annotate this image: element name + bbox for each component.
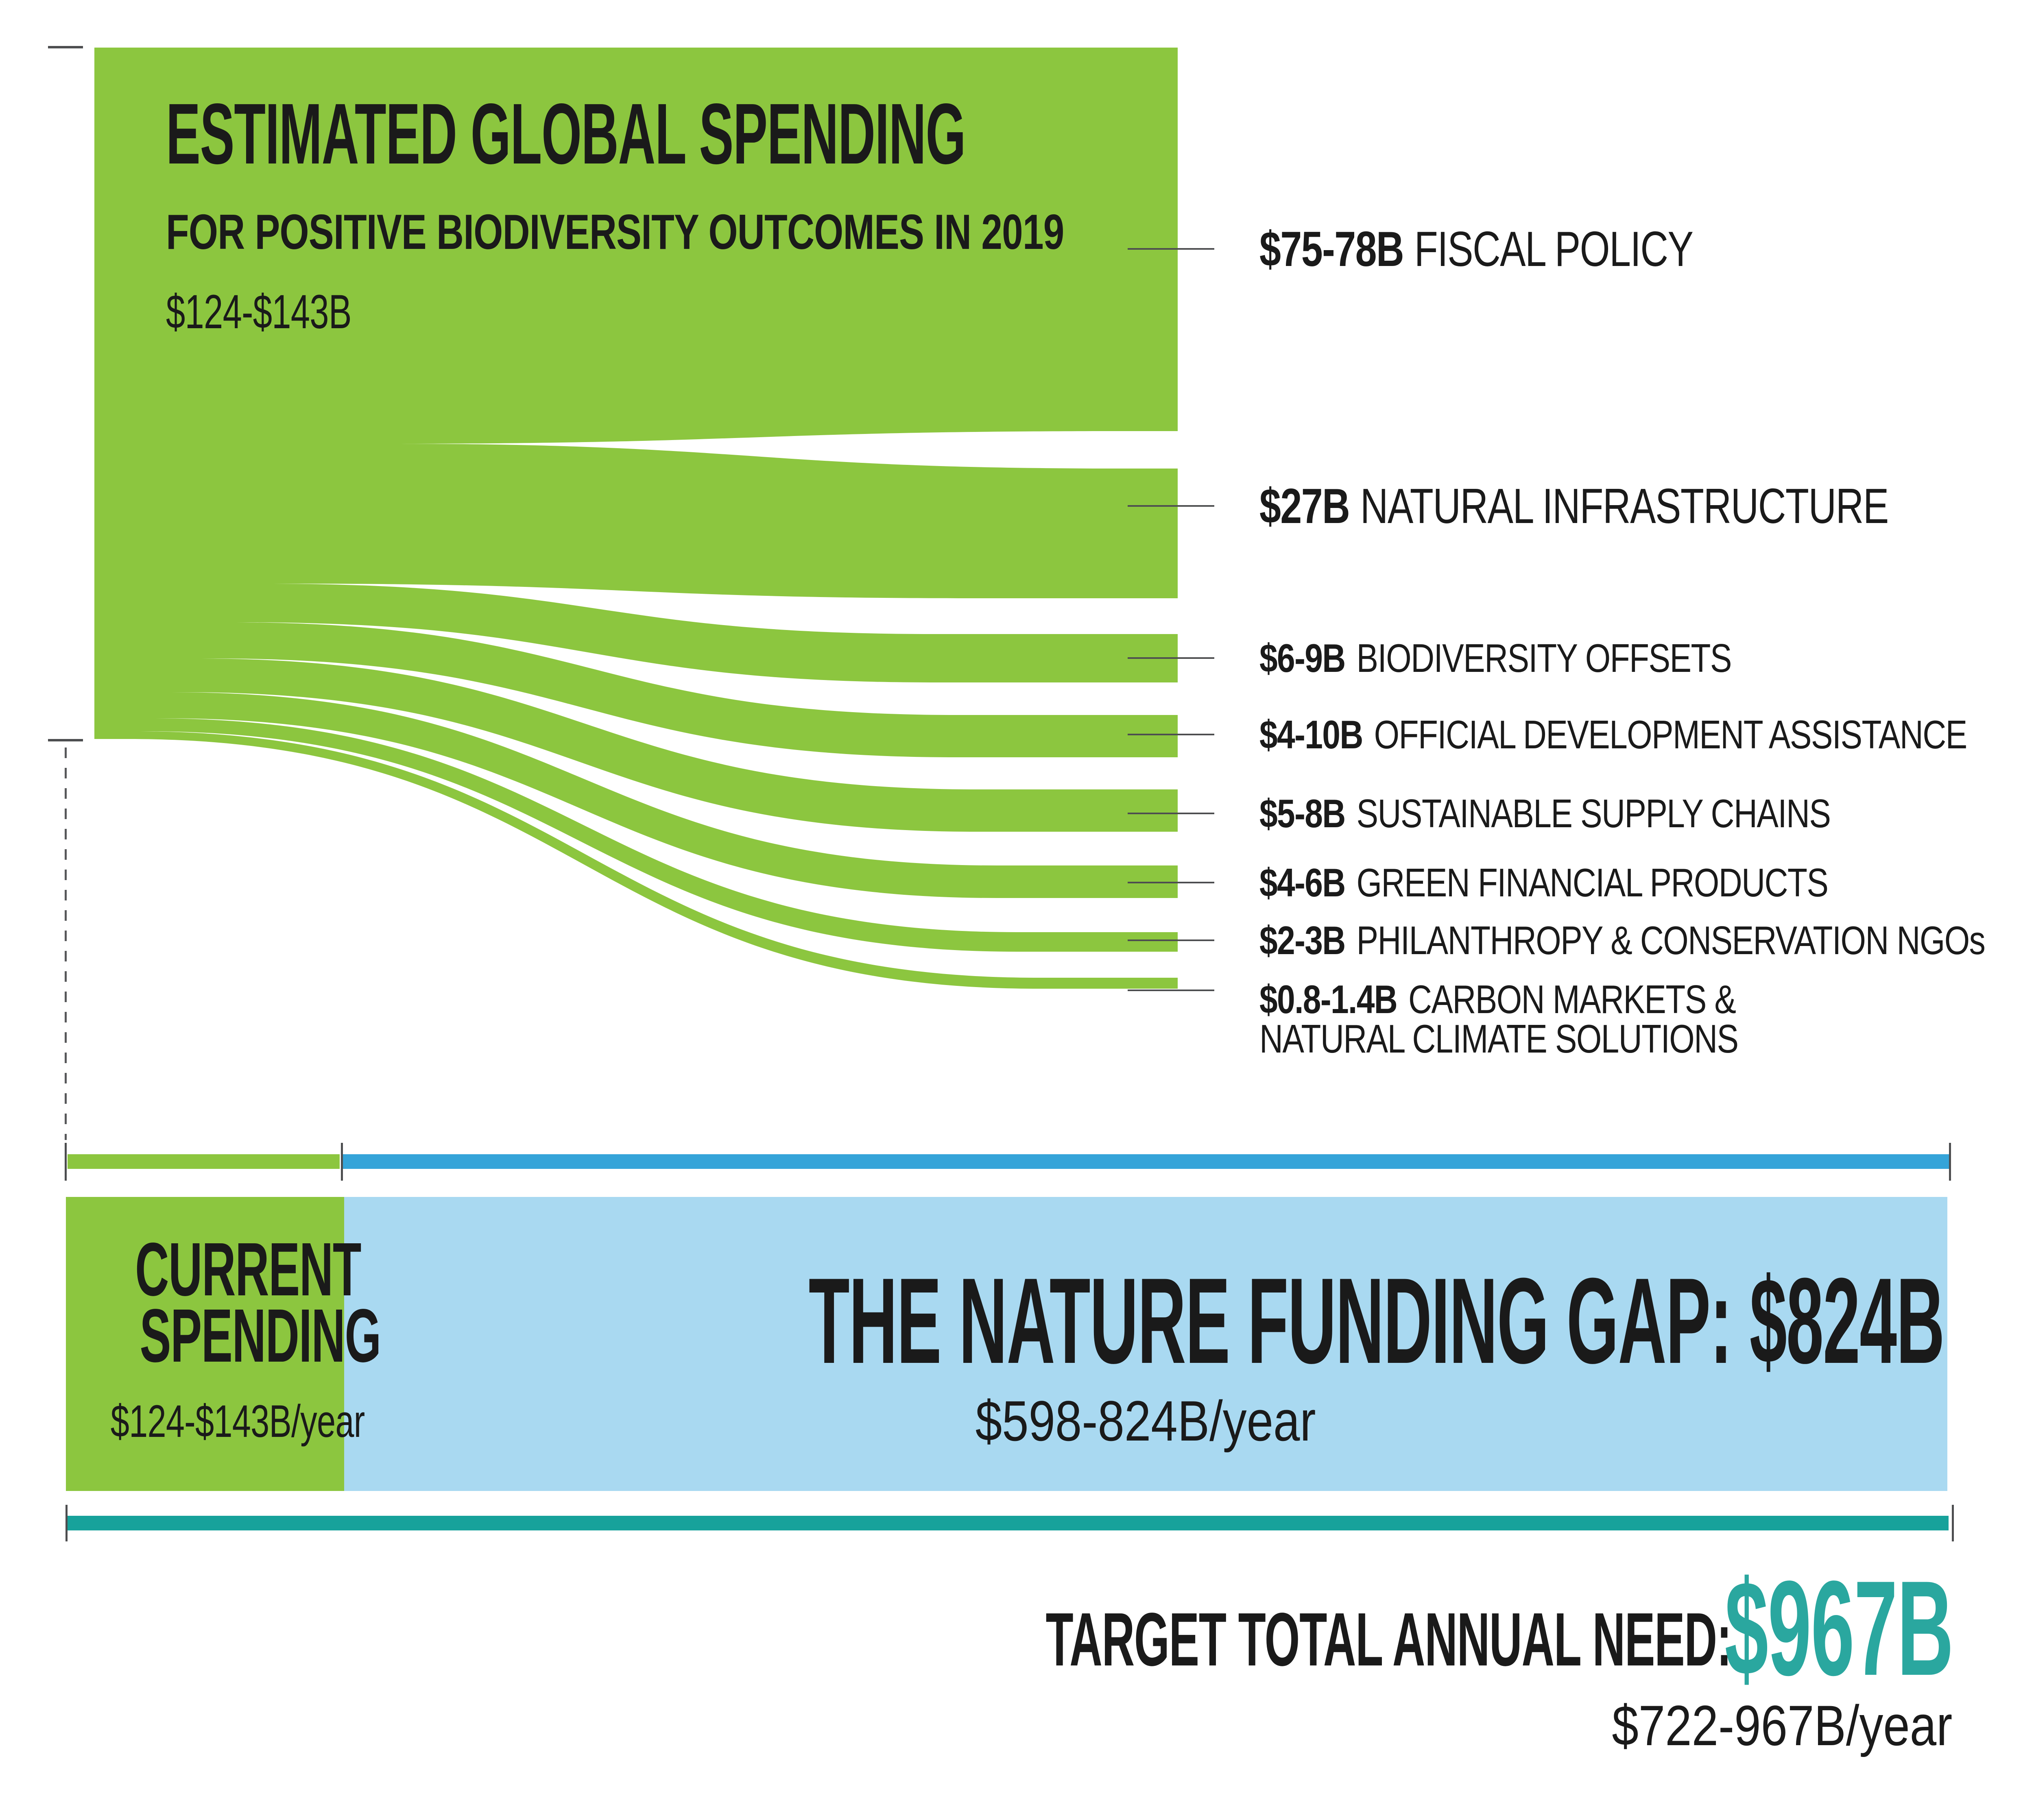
target-need-value: $967B bbox=[1724, 1553, 1953, 1704]
current-spending-line2: SPENDING bbox=[140, 1294, 382, 1378]
sankey-ribbon-sustainable-supply-chains bbox=[94, 658, 1178, 832]
flow-label-value: $2-3B bbox=[1259, 918, 1346, 963]
flow-label-natural-infrastructure: $27B NATURAL INFRASTRUCTURE bbox=[1259, 480, 2034, 532]
flow-label-category: PHILANTHROPY & CONSERVATION NGOs bbox=[1356, 918, 1986, 963]
sankey-ribbon-biodiversity-offsets bbox=[94, 584, 1178, 682]
current-spending-bracket-bar bbox=[68, 1154, 340, 1169]
funding-gap-subtitle: $598-824B/year bbox=[976, 1389, 1316, 1453]
flow-label-value: $4-10B bbox=[1259, 712, 1363, 757]
flow-label-category-line2: NATURAL CLIMATE SOLUTIONS bbox=[1259, 1016, 1739, 1061]
total-spending-amount: $124-$143B bbox=[166, 285, 351, 339]
flow-label-value: $5-8B bbox=[1259, 791, 1346, 836]
funding-gap-block bbox=[344, 1197, 1947, 1491]
funding-gap-title: THE NATURE FUNDING GAP: $824B bbox=[808, 1252, 1945, 1389]
bracket-top-right-tick bbox=[1949, 1143, 1951, 1181]
flow-label-category: OFFICIAL DEVELOPMENT ASSISTANCE bbox=[1374, 712, 1968, 757]
flow-label-value: $27B bbox=[1259, 478, 1350, 534]
flow-label-value: $6-9B bbox=[1259, 635, 1346, 680]
flow-label-official-development-assistance: $4-10B OFFICIAL DEVELOPMENT ASSISTANCE bbox=[1259, 715, 2034, 754]
chart-header: ESTIMATED GLOBAL SPENDING FOR POSITIVE B… bbox=[166, 85, 1498, 339]
current-spending-block bbox=[66, 1197, 344, 1491]
flow-label-value: $75-78B bbox=[1259, 221, 1404, 277]
flow-label-fiscal-policy: $75-78B FISCAL POLICY bbox=[1259, 223, 1815, 275]
flow-label-philanthropy-conservation-ngos: $2-3B PHILANTHROPY & CONSERVATION NGOs bbox=[1259, 918, 2034, 963]
flow-label-green-financial-products: $4-6B GREEN FINANCIAL PRODUCTS bbox=[1259, 863, 1953, 902]
target-need-bracket-bar bbox=[68, 1516, 1949, 1530]
target-need-subtitle: $722-967B/year bbox=[1612, 1694, 1952, 1757]
sankey-ribbon-fiscal-policy bbox=[94, 48, 1178, 444]
bracket-top-mid-tick bbox=[341, 1143, 343, 1181]
flow-label-category: BIODIVERSITY OFFSETS bbox=[1356, 635, 1732, 680]
sankey-ribbon-official-development-assistance bbox=[94, 622, 1178, 757]
bracket-bottom-left-tick bbox=[65, 1505, 68, 1541]
bracket-top-left-tick bbox=[65, 1143, 67, 1181]
flow-label-value: $0.8-1.4B bbox=[1259, 976, 1398, 1022]
funding-gap-bracket-bar bbox=[343, 1154, 1949, 1169]
flow-label-biodiversity-offsets: $6-9B BIODIVERSITY OFFSETS bbox=[1259, 635, 1835, 680]
flow-label-sustainable-supply-chains: $5-8B SUSTAINABLE SUPPLY CHAINS bbox=[1259, 791, 1955, 836]
source-top-tick bbox=[48, 46, 83, 48]
flow-label-category: NATURAL INFRASTRUCTURE bbox=[1360, 478, 1889, 534]
current-spending-amount: $124-$143B/year bbox=[110, 1396, 365, 1447]
current-spending-dashed-connector bbox=[65, 748, 67, 1140]
flow-label-category: GREEN FINANCIAL PRODUCTS bbox=[1356, 860, 1829, 905]
source-bottom-tick bbox=[48, 739, 83, 741]
bracket-bottom-right-tick bbox=[1952, 1505, 1954, 1541]
target-need-label: TARGET TOTAL ANNUAL NEED: bbox=[1045, 1598, 1732, 1682]
page-subtitle: FOR POSITIVE BIODIVERSITY OUTCOMES IN 20… bbox=[166, 204, 1064, 259]
page-title: ESTIMATED GLOBAL SPENDING bbox=[166, 85, 966, 182]
flow-label-category: SUSTAINABLE SUPPLY CHAINS bbox=[1356, 791, 1831, 836]
current-spending-text: CURRENT SPENDING $124-$143B/year bbox=[66, 1227, 382, 1447]
flow-label-carbon-markets-natural-climate-solutions: $0.8-1.4B CARBON MARKETS & NATURAL CLIMATE… bbox=[1259, 976, 1843, 1061]
flow-label-category: FISCAL POLICY bbox=[1414, 221, 1694, 277]
current-spending-line1: CURRENT bbox=[135, 1227, 361, 1312]
flow-label-category: CARBON MARKETS & bbox=[1408, 976, 1736, 1022]
flow-label-value: $4-6B bbox=[1259, 860, 1346, 905]
sankey-chart bbox=[94, 48, 1214, 991]
sankey-ribbon-green-financial-products bbox=[94, 692, 1178, 898]
sankey-ribbon-natural-infrastructure bbox=[94, 444, 1178, 598]
